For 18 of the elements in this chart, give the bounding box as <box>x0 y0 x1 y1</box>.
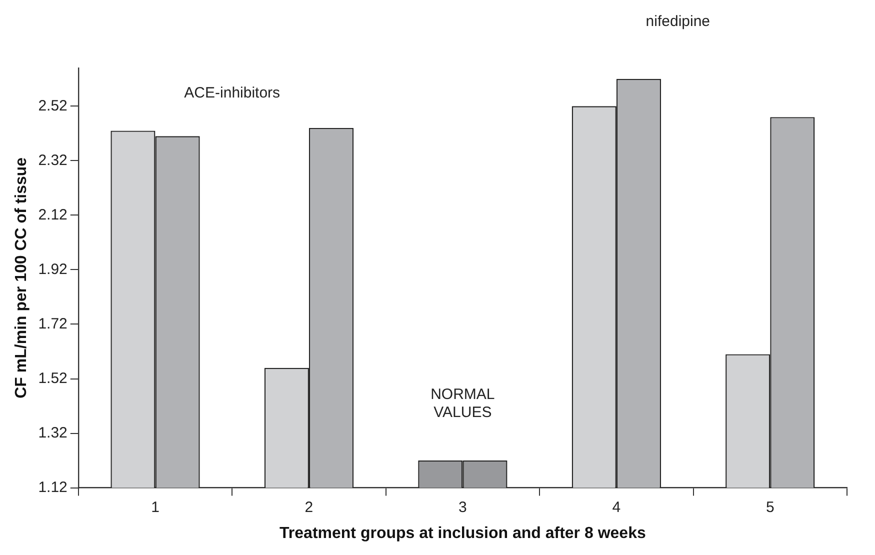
text: nifedipine <box>646 12 710 30</box>
annotation: NORMAL VALUES <box>430 386 495 421</box>
y-tick-label: 1.32 <box>38 424 68 442</box>
y-tick-label: 1.92 <box>38 260 68 278</box>
y-tick-label: 1.72 <box>38 315 68 332</box>
x-tick-label: 3 <box>458 498 467 516</box>
y-tick-label: 1.52 <box>38 370 68 387</box>
annotation: ACE-inhibitors <box>184 84 280 102</box>
x-tick-label: 5 <box>766 498 774 516</box>
x-tick-label: 4 <box>612 498 621 516</box>
y-tick-label: 2.52 <box>38 97 68 114</box>
x-tick-label: 1 <box>151 498 160 516</box>
y-tick-label: 1.12 <box>38 478 68 496</box>
y-tick-label: 2.32 <box>38 152 68 169</box>
y-axis-title: CF mL/min per 100 CC of tissue <box>13 157 30 398</box>
y-tick-label: 2.12 <box>38 206 68 224</box>
x-axis-title: Treatment groups at inclusion and after 8 weeks <box>280 524 646 542</box>
x-tick-label: 2 <box>304 498 314 516</box>
